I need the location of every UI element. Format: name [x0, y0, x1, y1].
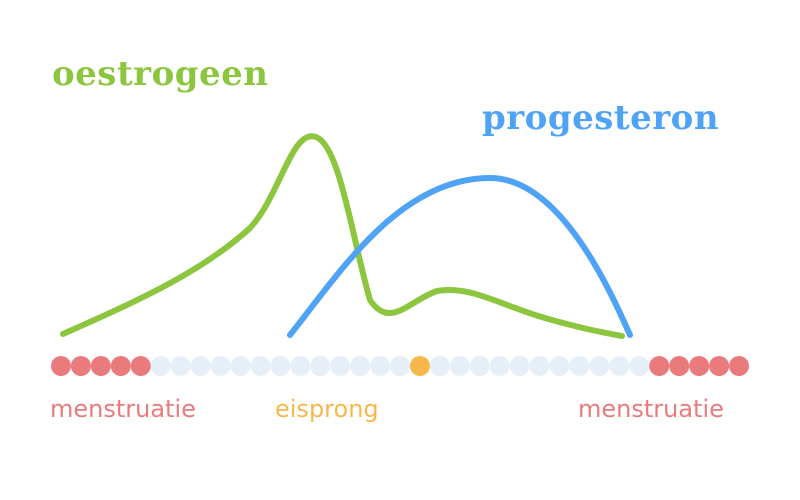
day-dot-neutral [469, 356, 490, 376]
day-dot-neutral [310, 356, 331, 376]
day-dot-neutral [569, 356, 590, 376]
day-dot-neutral [489, 356, 510, 376]
day-dot-neutral [629, 356, 650, 376]
progesteron-curve [287, 175, 633, 338]
day-dot-neutral [290, 356, 311, 376]
day-dot-neutral [330, 356, 351, 376]
day-dot-menstruatie [130, 356, 151, 376]
day-dot-menstruatie [689, 356, 710, 376]
day-dot-neutral [429, 356, 450, 376]
day-dot-neutral [390, 356, 410, 376]
oestrogeen-curve [60, 133, 625, 339]
day-dot-neutral [190, 356, 211, 376]
day-dot-neutral [150, 356, 171, 376]
day-dot-menstruatie [51, 356, 71, 376]
day-dot-neutral [609, 356, 630, 376]
day-dot-menstruatie [90, 356, 111, 376]
menstruatie-start-label: menstruatie [50, 395, 196, 423]
day-dot-menstruatie [70, 356, 91, 376]
day-dot-neutral [250, 356, 271, 376]
day-dot-neutral [230, 356, 251, 376]
day-dot-neutral [270, 356, 291, 376]
day-dot-neutral [509, 356, 530, 376]
day-dot-neutral [529, 356, 550, 376]
cycle-day-dots [51, 356, 749, 376]
oestrogeen-label: oestrogeen [52, 54, 269, 94]
day-dot-eisprong [409, 356, 430, 376]
day-dot-neutral [170, 356, 191, 376]
day-dot-menstruatie [669, 356, 690, 376]
day-dot-menstruatie [649, 356, 670, 376]
day-dot-menstruatie [709, 356, 730, 376]
day-dot-neutral [549, 356, 570, 376]
day-dot-neutral [589, 356, 610, 376]
day-dot-neutral [210, 356, 231, 376]
menstruatie-end-label: menstruatie [578, 395, 724, 423]
day-dot-neutral [350, 356, 371, 376]
progesteron-label: progesteron [482, 98, 720, 138]
day-dot-menstruatie [110, 356, 131, 376]
day-dot-neutral [449, 356, 470, 376]
day-dot-neutral [370, 356, 391, 376]
day-dot-menstruatie [729, 356, 749, 376]
eisprong-label: eisprong [275, 395, 379, 423]
